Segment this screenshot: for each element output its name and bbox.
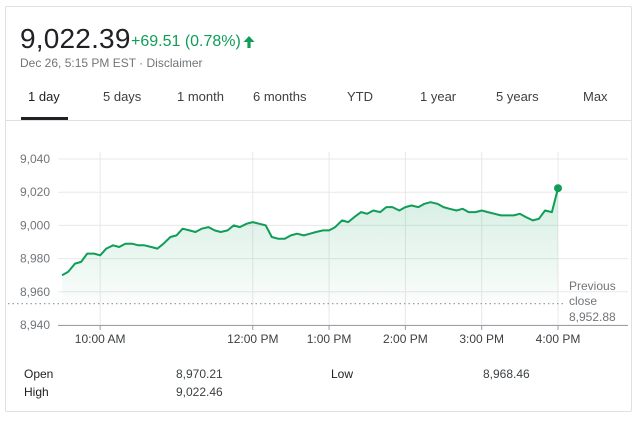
open-value: 8,970.21 [176, 367, 223, 381]
up-arrow-icon [243, 36, 255, 48]
quote-subtitle: Dec 26, 5:15 PM EST · Disclaimer [20, 56, 203, 70]
y-tick-label: 8,980 [20, 252, 50, 266]
y-tick-label: 9,040 [20, 152, 50, 166]
price-change: +69.51 (0.78%) [131, 33, 241, 50]
current-price: 9,022.39 [20, 23, 131, 54]
tab-1-year[interactable]: 1 year [420, 89, 457, 104]
y-tick-label: 8,940 [20, 318, 50, 332]
low-label: Low [331, 367, 354, 381]
high-value: 9,022.46 [176, 385, 223, 399]
low-value: 8,968.46 [483, 367, 530, 381]
tab-5-years[interactable]: 5 years [496, 89, 539, 104]
previous-close-value: 8,952.88 [569, 310, 616, 324]
previous-close-label: Previous [569, 279, 616, 293]
tab-6-months[interactable]: 6 months [253, 89, 307, 104]
x-tick-label: 10:00 AM [75, 332, 126, 346]
quote-timestamp: Dec 26, 5:15 PM EST [20, 56, 136, 70]
tab-1-day[interactable]: 1 day [28, 89, 60, 104]
x-tick-label: 3:00 PM [459, 332, 504, 346]
y-tick-label: 9,000 [20, 218, 50, 232]
active-tab-indicator [21, 117, 68, 120]
quote-card [5, 6, 632, 412]
previous-close-label-2: close [569, 294, 597, 308]
tab-5-days[interactable]: 5 days [103, 89, 142, 104]
x-tick-label: 2:00 PM [383, 332, 428, 346]
tab-1-month[interactable]: 1 month [177, 89, 224, 104]
x-tick-label: 12:00 PM [227, 332, 278, 346]
subtitle-separator: · [135, 56, 147, 70]
last-price-point [554, 184, 562, 193]
price-chart[interactable]: 8,940 8,960 8,980 9,000 9,020 9,040 10:00 AM 12… [0, 140, 641, 360]
x-tick-label: 1:00 PM [307, 332, 352, 346]
x-tick-label: 4:00 PM [536, 332, 581, 346]
price-area [62, 188, 558, 304]
y-tick-label: 8,960 [20, 285, 50, 299]
price-line [61, 187, 559, 277]
y-tick-label: 9,020 [20, 185, 50, 199]
tab-ytd[interactable]: YTD [347, 89, 373, 104]
high-label: High [24, 385, 49, 399]
open-label: Open [24, 367, 54, 381]
tab-max[interactable]: Max [583, 89, 608, 104]
tabs-divider [5, 120, 632, 121]
range-tabs: 1 day 5 days 1 month 6 months YTD 1 year… [0, 80, 641, 120]
disclaimer-link[interactable]: Disclaimer [146, 56, 203, 70]
